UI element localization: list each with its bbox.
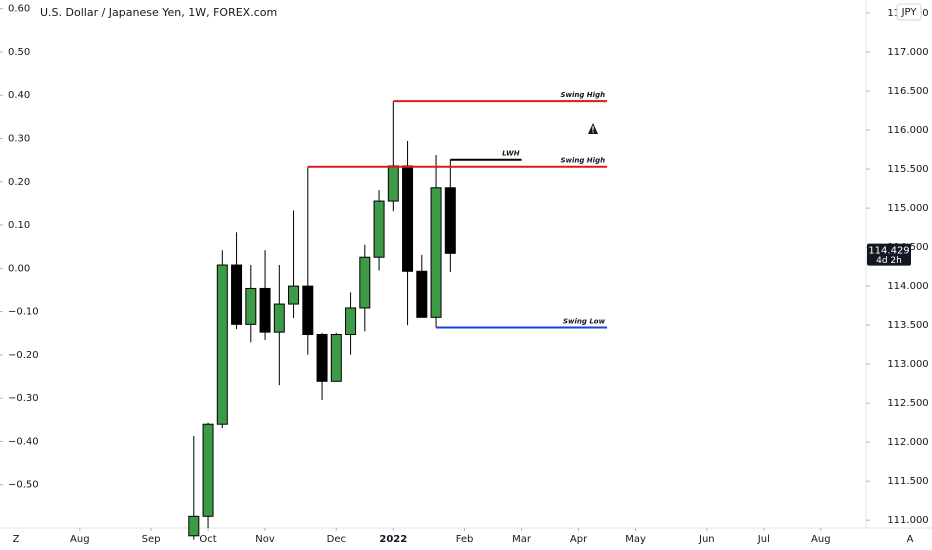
x-tick-label: Apr <box>570 534 588 545</box>
corner-right: A <box>907 534 914 545</box>
candle-body <box>430 187 442 318</box>
last-price-badge <box>867 243 911 266</box>
x-tick-label: Aug <box>811 534 831 545</box>
y2-tick-label: 0.60 <box>8 4 30 15</box>
y2-tick-label: 0.20 <box>8 177 30 188</box>
y-tick-label: 113.500 <box>887 320 928 331</box>
chart-title: U.S. Dollar / Japanese Yen, 1W, FOREX.co… <box>40 6 277 19</box>
currency-box <box>896 3 922 21</box>
countdown-label: 4d 2h <box>876 256 902 266</box>
candle-body <box>416 270 428 318</box>
x-tick-label: Sep <box>142 534 161 545</box>
y2-tick-label: 0.30 <box>8 134 30 145</box>
x-tick-label: May <box>625 534 646 545</box>
y2-tick-label: −0.50 <box>8 480 39 491</box>
candle-body <box>216 264 228 425</box>
y-tick-label: 116.500 <box>887 86 928 97</box>
candle-body <box>231 264 243 325</box>
level-label: Swing High <box>560 157 605 165</box>
y2-tick-label: −0.40 <box>8 436 39 447</box>
candle-body <box>188 515 200 537</box>
x-tick-label: Nov <box>255 534 275 545</box>
y-tick-label: 112.500 <box>887 398 928 409</box>
candle-body <box>316 333 328 382</box>
y-tick-label: 114.000 <box>887 281 928 292</box>
candle-body <box>444 187 456 254</box>
level-label: LWH <box>502 150 520 158</box>
y2-tick-label: −0.30 <box>8 393 39 404</box>
y2-tick-label: 0.00 <box>8 263 30 274</box>
candle-body <box>387 165 399 202</box>
y-tick-label: 112.000 <box>887 437 928 448</box>
x-tick-label: Feb <box>456 534 474 545</box>
x-tick-label: Dec <box>327 534 346 545</box>
level-label: Swing Low <box>563 317 606 325</box>
candle-body <box>302 285 314 335</box>
y-tick-label: 111.000 <box>887 515 928 526</box>
corner-left: Z <box>13 534 20 545</box>
x-tick-label: Jun <box>698 534 715 545</box>
y-tick-label: 113.000 <box>887 359 928 370</box>
y-tick-label: 117.000 <box>887 47 928 58</box>
x-tick-label: Jul <box>757 534 770 545</box>
candle-body <box>288 285 300 305</box>
x-tick-label: 2022 <box>379 534 407 545</box>
warning-icon[interactable] <box>588 123 598 134</box>
y2-tick-label: 0.50 <box>8 47 30 58</box>
last-price-label: 114.429 <box>868 246 909 257</box>
y-tick-label: 116.000 <box>887 125 928 136</box>
y-tick-label: 115.500 <box>887 164 928 175</box>
candle-body <box>402 165 414 272</box>
candle-body <box>273 303 285 333</box>
x-tick-label: Aug <box>70 534 90 545</box>
y2-tick-label: −0.20 <box>8 350 39 361</box>
y-tick-label: 111.500 <box>887 476 928 487</box>
candle-body <box>245 287 257 325</box>
candle-body <box>373 200 385 258</box>
candle-body <box>345 307 357 335</box>
candle-body <box>359 256 371 309</box>
level-label: Swing High <box>560 91 605 99</box>
currency-label: JPY <box>901 7 918 18</box>
candle-body <box>259 287 271 333</box>
y-tick-label: 115.000 <box>887 203 928 214</box>
x-tick-label: Mar <box>512 534 532 545</box>
candle-body <box>202 423 214 517</box>
y2-tick-label: 0.40 <box>8 90 30 101</box>
y2-tick-label: −0.10 <box>8 307 39 318</box>
y2-tick-label: 0.10 <box>8 220 30 231</box>
candle-body <box>330 333 342 382</box>
x-tick-label: Oct <box>199 534 216 545</box>
